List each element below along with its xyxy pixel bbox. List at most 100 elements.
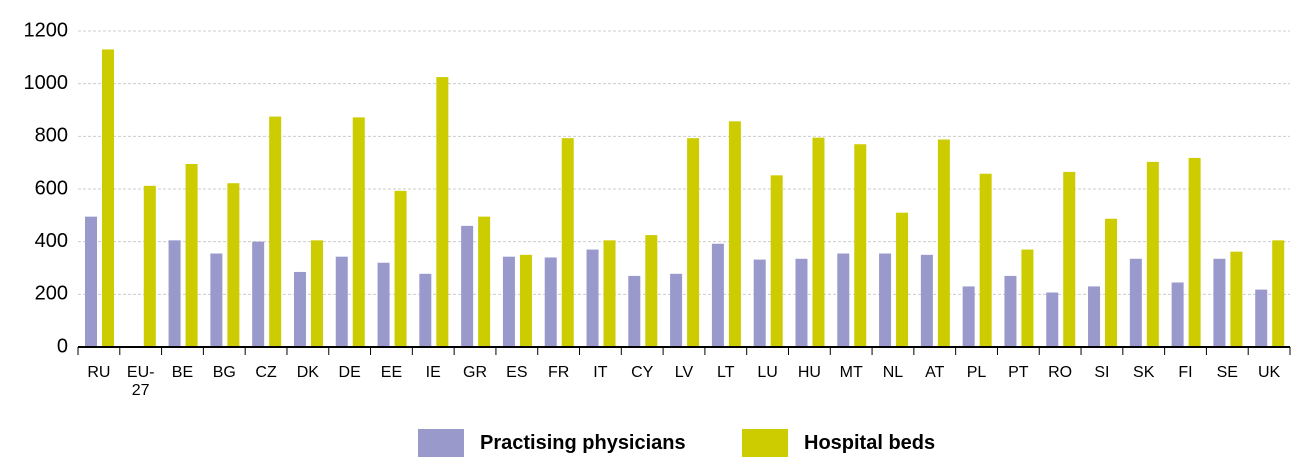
x-tick-label: DE	[338, 364, 361, 381]
bar	[628, 275, 641, 347]
x-tick-label: RU	[87, 364, 111, 381]
x-tick-label: LV	[674, 364, 694, 381]
bar	[1063, 171, 1076, 347]
bar	[711, 243, 724, 347]
bar	[394, 190, 407, 347]
legend-swatch	[418, 429, 464, 457]
bar	[1272, 240, 1285, 347]
bar	[419, 273, 432, 347]
bar	[812, 137, 825, 347]
x-tick-label: SI	[1094, 364, 1110, 381]
bar	[670, 273, 683, 347]
bar	[519, 254, 532, 347]
bar	[937, 139, 950, 347]
x-tick-label: NL	[882, 364, 904, 381]
bar	[544, 257, 557, 347]
bar	[586, 249, 599, 347]
bar	[920, 254, 933, 347]
bar	[269, 116, 282, 347]
bar	[770, 175, 783, 347]
bar	[310, 240, 323, 347]
legend-label: Practising physicians	[480, 431, 686, 454]
bar	[854, 144, 867, 347]
y-tick-label: 0	[57, 335, 68, 357]
bar	[502, 256, 515, 347]
bar	[1255, 289, 1268, 347]
legend-label: Hospital beds	[804, 431, 936, 454]
bar	[143, 185, 156, 347]
bar	[1004, 275, 1017, 347]
bar	[561, 138, 574, 347]
y-tick-label: 800	[35, 125, 68, 147]
bar	[335, 256, 348, 347]
x-tick-label: MT	[839, 364, 863, 381]
y-tick-label: 600	[35, 177, 68, 199]
x-tick-label: RO	[1048, 364, 1073, 381]
x-tick-label: EE	[380, 364, 403, 381]
x-tick-label: UK	[1257, 364, 1281, 381]
bar	[603, 240, 616, 347]
bar	[1088, 286, 1101, 347]
x-tick-label: HU	[797, 364, 821, 381]
bar	[795, 258, 808, 347]
bar	[728, 121, 741, 347]
bar	[352, 117, 365, 347]
bar	[102, 49, 114, 347]
y-tick-label: 1200	[24, 19, 69, 41]
y-tick-label: 400	[35, 230, 68, 252]
bar	[461, 225, 474, 347]
y-tick-label: 1000	[24, 72, 69, 94]
x-tick-label: ES	[506, 364, 528, 381]
bar	[227, 183, 240, 347]
bar	[436, 77, 449, 347]
legend-swatch	[742, 429, 788, 457]
x-tick-label: FI	[1178, 364, 1193, 381]
bar	[1213, 258, 1226, 347]
bar	[252, 241, 265, 347]
x-tick-label: SE	[1216, 364, 1238, 381]
x-tick-label: GR	[463, 364, 488, 381]
bar	[1105, 218, 1118, 347]
x-tick-label: EU-27	[126, 364, 155, 399]
bar	[1046, 292, 1059, 347]
x-tick-label: PT	[1008, 364, 1029, 381]
bar	[753, 259, 766, 347]
bar	[962, 286, 975, 347]
x-tick-label: LT	[717, 364, 735, 381]
bar	[1146, 161, 1159, 347]
x-tick-label: FR	[547, 364, 570, 381]
bar	[896, 212, 909, 347]
bar	[210, 253, 223, 347]
x-tick-label: LU	[757, 364, 778, 381]
legend-item: Hospital beds	[742, 429, 935, 457]
bar	[979, 173, 992, 347]
bar	[1171, 282, 1184, 347]
bar	[377, 262, 390, 347]
bar	[1021, 249, 1034, 347]
bar	[168, 240, 181, 347]
x-tick-label: SK	[1133, 364, 1155, 381]
x-tick-label: AT	[925, 364, 945, 381]
x-tick-label: DK	[296, 364, 319, 381]
bar	[293, 271, 306, 347]
bar	[185, 163, 198, 347]
bar	[1129, 258, 1142, 347]
x-tick-label: BE	[171, 364, 194, 381]
bar	[687, 138, 700, 347]
x-tick-label: BG	[212, 364, 236, 381]
x-tick-label: IT	[593, 364, 608, 381]
bar	[1188, 157, 1201, 347]
bar	[85, 216, 97, 347]
bar	[879, 253, 892, 347]
x-tick-label: IE	[425, 364, 441, 381]
bar	[645, 235, 658, 347]
y-tick-label: 200	[35, 283, 68, 305]
bar	[1230, 251, 1243, 347]
bar	[478, 216, 491, 347]
x-tick-label: CZ	[255, 364, 277, 381]
bar	[837, 253, 850, 347]
x-tick-label: PL	[966, 364, 987, 381]
x-tick-label: CY	[631, 364, 654, 381]
